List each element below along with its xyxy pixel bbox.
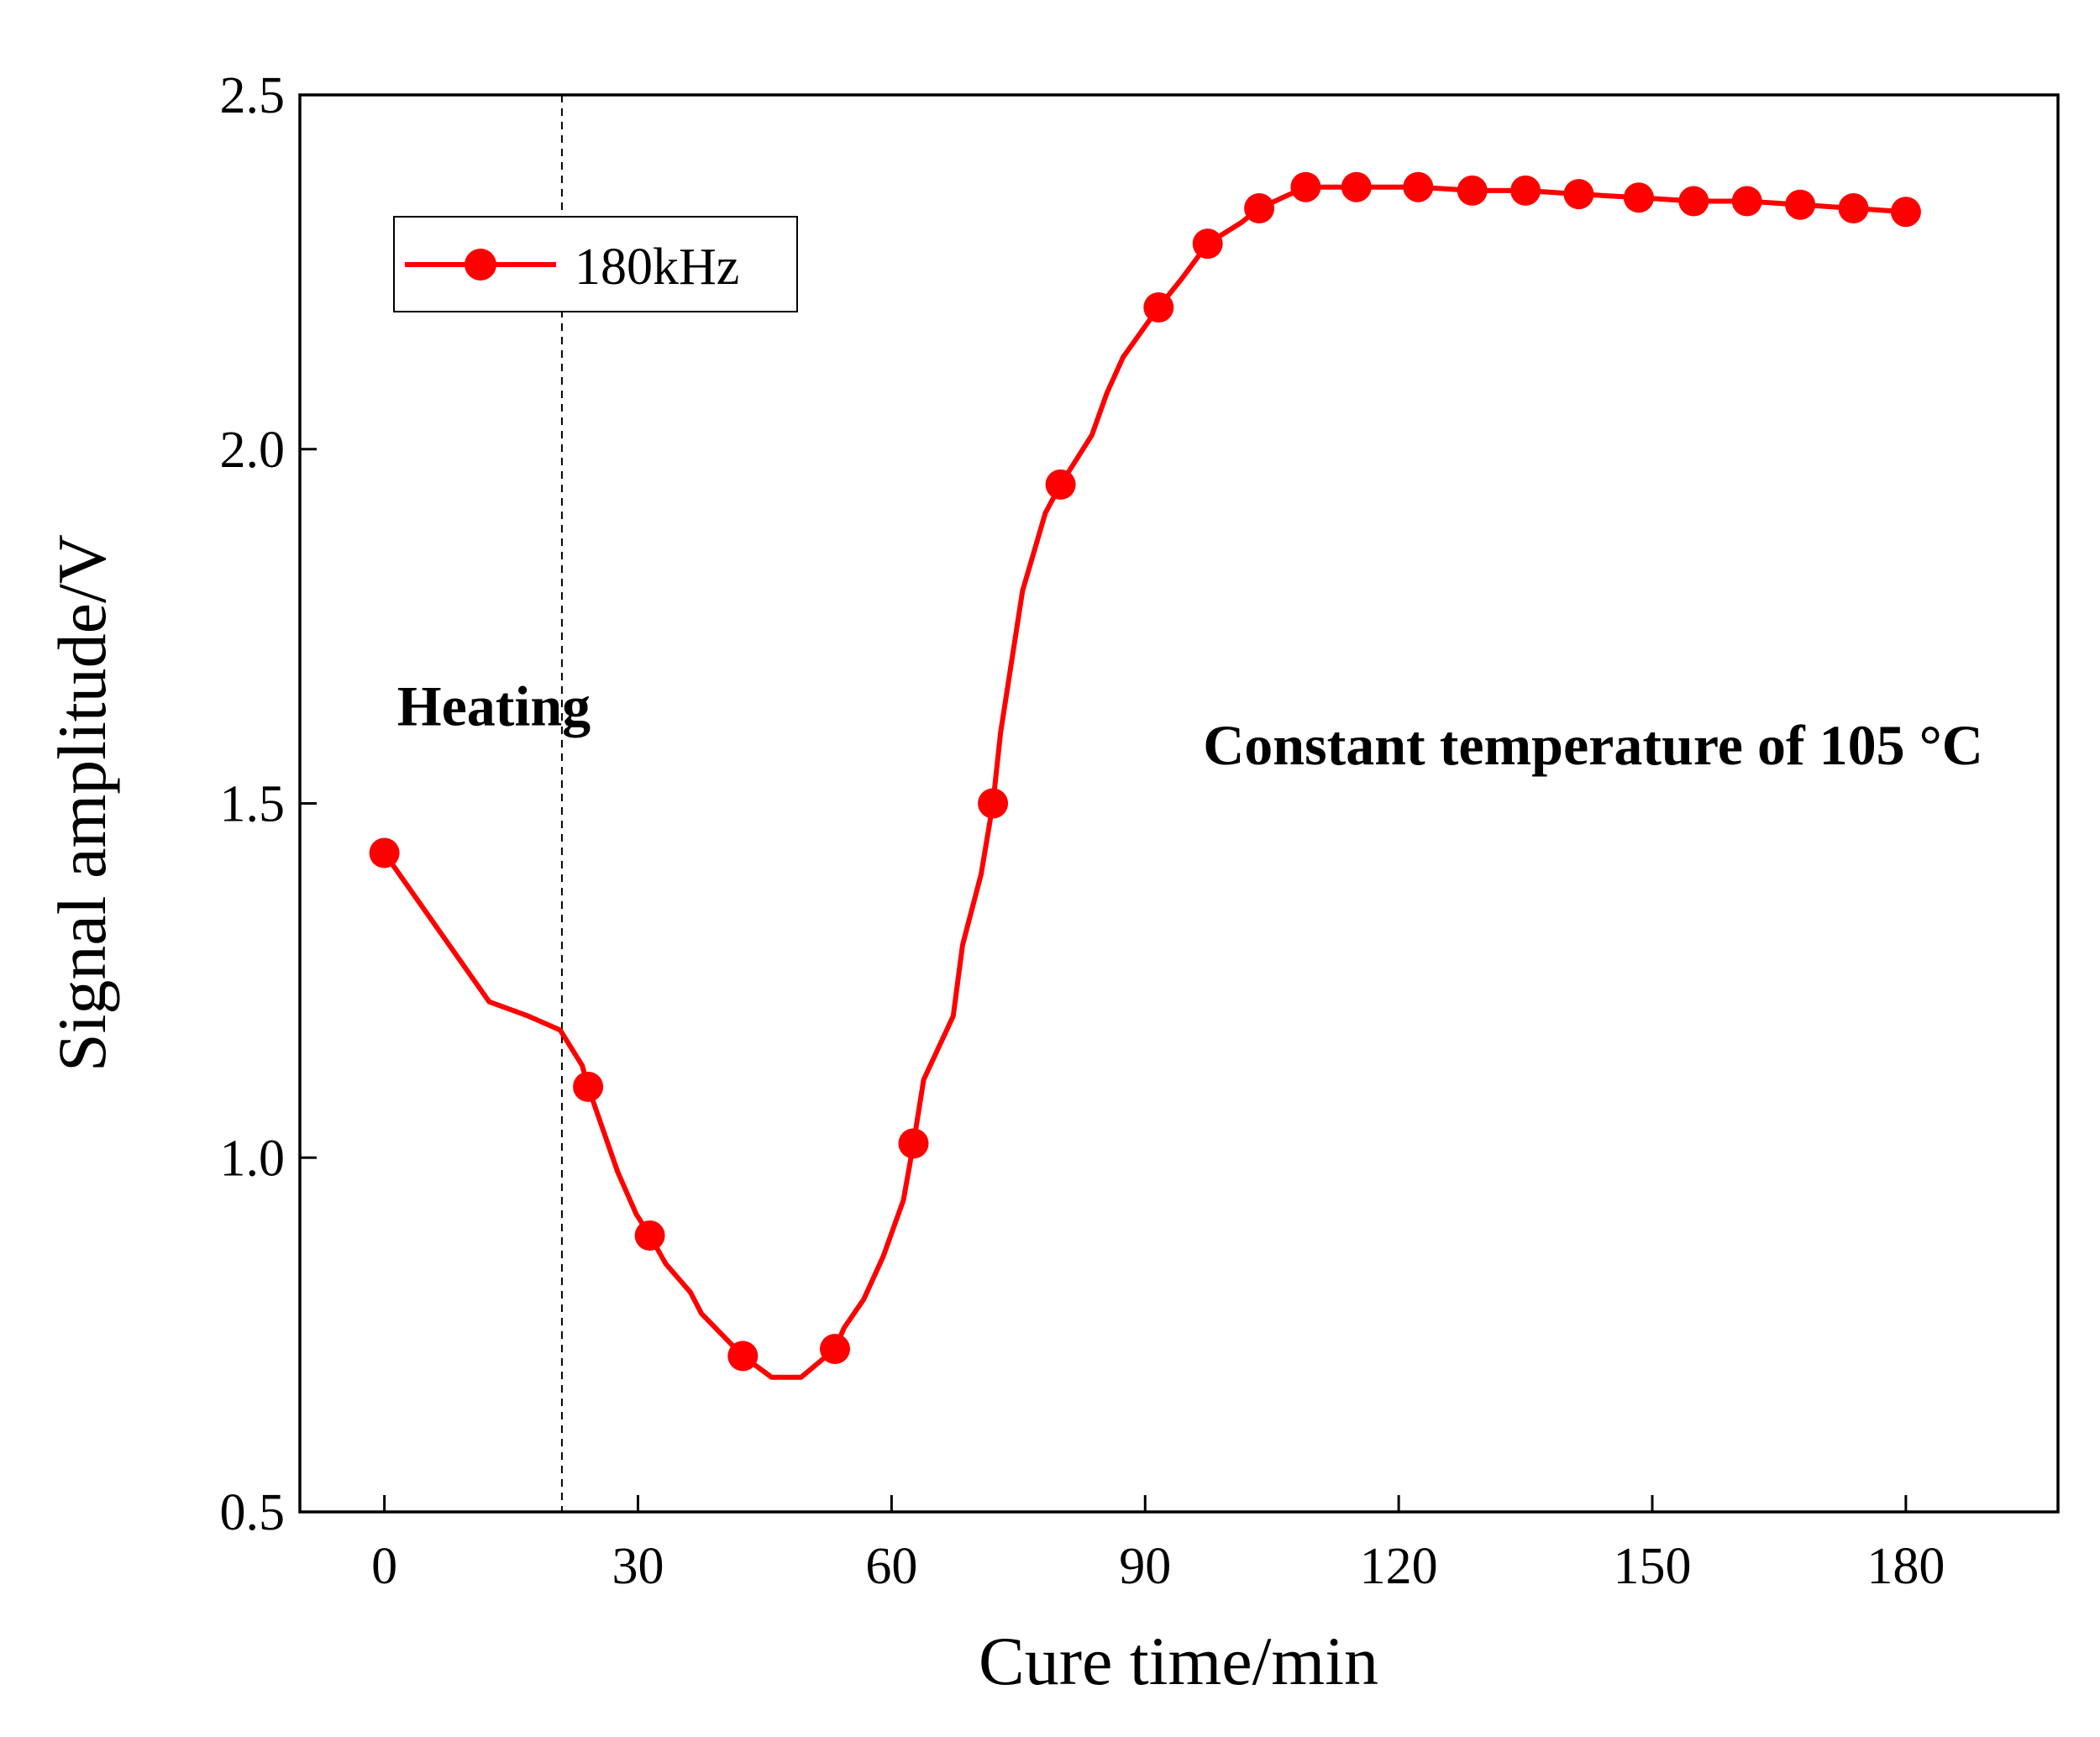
data-point — [1731, 186, 1762, 217]
x-axis-title: Cure time/min — [979, 1623, 1378, 1699]
y-axis-title: Signal amplitude/V — [44, 534, 120, 1072]
data-point — [820, 1334, 850, 1364]
tick-labels: 0 30 60 90 120 150 180 0.5 1.0 1.5 2.0 2.5 — [220, 67, 1945, 1595]
legend-label: 180kHz — [575, 239, 739, 296]
legend-marker-sample — [465, 249, 496, 281]
data-point — [898, 1128, 929, 1159]
y-tick-label-2.5: 2.5 — [220, 67, 286, 124]
data-point — [369, 837, 400, 868]
data-point — [978, 788, 1009, 819]
data-point — [1290, 171, 1321, 202]
data-point — [1510, 175, 1541, 206]
data-point — [1785, 189, 1816, 220]
annotation-constant-temperature: Constant temperature of 105 °C — [1203, 713, 1983, 777]
data-point — [1045, 469, 1076, 500]
x-tick-label-120: 120 — [1360, 1538, 1438, 1595]
x-tick-label-60: 60 — [865, 1538, 917, 1595]
legend: 180kHz — [393, 216, 798, 312]
data-point — [1678, 186, 1709, 217]
y-tick-label-2.0: 2.0 — [220, 422, 286, 479]
x-tick-label-30: 30 — [612, 1538, 664, 1595]
data-point — [1623, 182, 1654, 213]
data-point — [727, 1341, 759, 1372]
data-point — [1838, 193, 1869, 223]
series-markers-180khz — [369, 171, 1921, 1372]
x-tick-label-150: 150 — [1614, 1538, 1692, 1595]
data-point — [634, 1220, 665, 1251]
y-tick-label-0.5: 0.5 — [220, 1484, 286, 1541]
axis-ticks — [300, 93, 1908, 1514]
data-point — [1341, 171, 1372, 202]
data-point — [1192, 228, 1223, 260]
data-point — [1244, 193, 1275, 223]
data-point — [1457, 175, 1488, 206]
x-tick-label-180: 180 — [1866, 1538, 1945, 1595]
data-point — [1143, 292, 1174, 323]
x-tick-label-90: 90 — [1119, 1538, 1171, 1595]
data-point — [1403, 171, 1434, 202]
data-point — [573, 1071, 604, 1102]
annotation-heating: Heating — [397, 674, 591, 738]
data-point — [1563, 179, 1594, 210]
data-point — [1890, 197, 1921, 228]
y-tick-label-1.5: 1.5 — [220, 776, 286, 833]
y-tick-label-1.0: 1.0 — [220, 1130, 286, 1187]
x-tick-label-0: 0 — [371, 1538, 397, 1595]
